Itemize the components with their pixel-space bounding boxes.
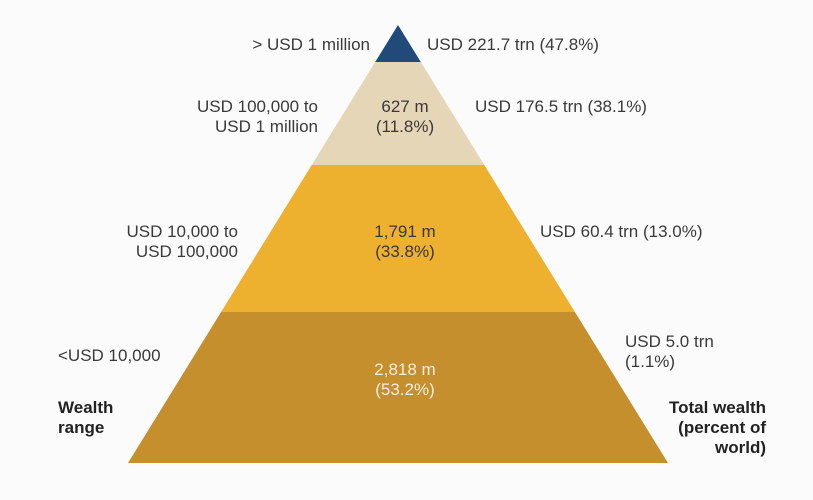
wealth-range-caption: Wealth range [58,398,114,437]
tier-2-wealth-label: USD 60.4 trn (13.0%) [540,222,703,241]
tier-1-adults-label: 627 m (11.8%) [375,97,435,136]
pyramid-tier-1 [311,62,485,165]
tier-3-adults-label: 2,818 m (53.2%) [374,360,436,399]
pyramid-tier-2 [221,165,575,312]
tier-0-range-label: > USD 1 million [252,35,370,54]
tier-3-range-label: <USD 10,000 [58,346,161,365]
tier-0-wealth-label: USD 221.7 trn (47.8%) [427,35,599,54]
pyramid-tier-0 [375,25,421,62]
tier-2-range-label: USD 10,000 to USD 100,000 [126,222,238,261]
tier-1-range-label: USD 100,000 to USD 1 million [197,97,318,136]
tier-2-adults-label: 1,791 m (33.8%) [374,222,436,261]
pyramid-tier-3 [128,312,668,463]
tier-3-wealth-label: USD 5.0 trn (1.1%) [625,332,714,371]
tier-1-wealth-label: USD 176.5 trn (38.1%) [475,97,647,116]
total-wealth-caption: Total wealth (percent of world) [669,398,766,457]
